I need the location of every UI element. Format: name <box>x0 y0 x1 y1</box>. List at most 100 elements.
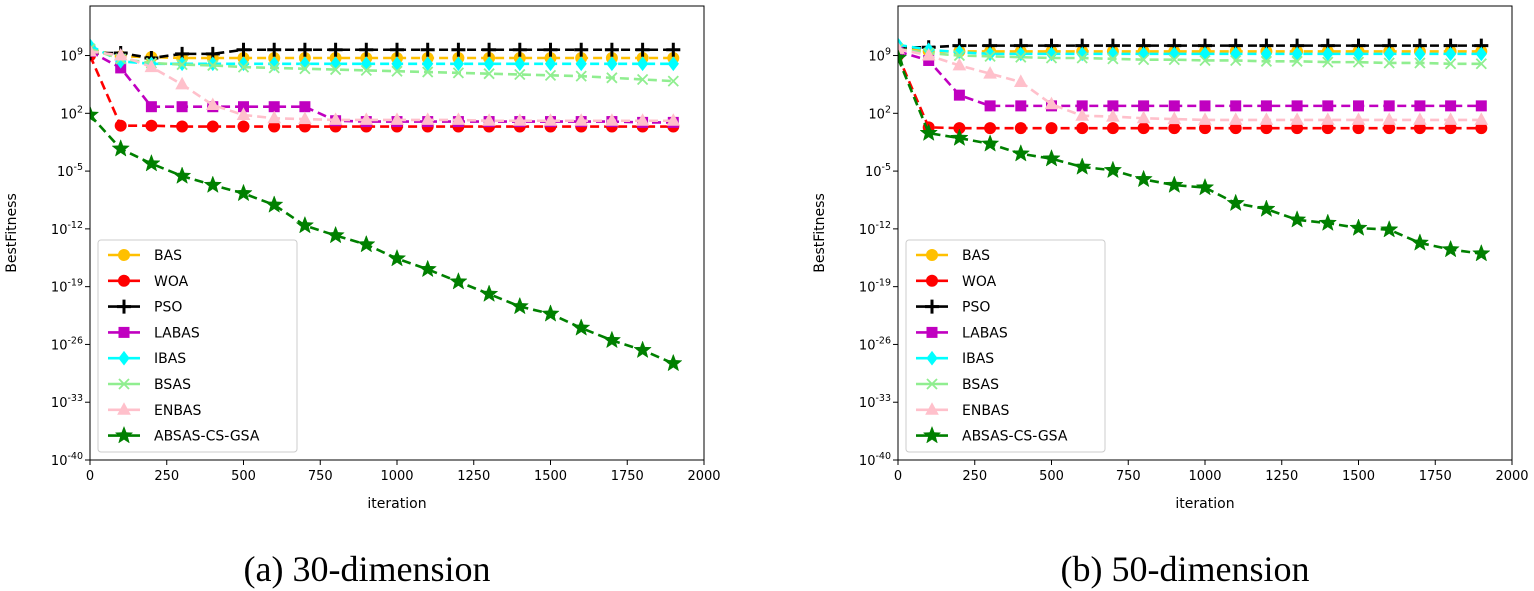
legend-label: ABSAS-CS-GSA <box>154 429 260 445</box>
data-point <box>1103 160 1123 179</box>
data-point <box>953 49 966 62</box>
y-axis-label: BestFitness <box>4 193 20 273</box>
data-point <box>953 89 965 101</box>
legend: BAS WOA PSO LABAS IBAS BSAS ENBAS ABSAS-CS-GSA <box>905 239 1106 453</box>
data-point <box>984 50 996 62</box>
data-point <box>1291 100 1303 112</box>
data-point <box>1134 169 1153 188</box>
y-tick-label: 10-26 <box>51 335 83 353</box>
data-point <box>1414 57 1426 69</box>
data-point <box>451 42 466 57</box>
data-point <box>1475 100 1487 112</box>
data-point <box>1137 54 1150 66</box>
data-point <box>422 66 434 78</box>
data-point <box>176 101 188 113</box>
data-point <box>1168 100 1180 112</box>
legend-label: WOA <box>962 274 997 290</box>
data-point <box>1165 175 1184 193</box>
legend-marker <box>925 402 939 415</box>
x-tick-label: 1750 <box>611 469 644 484</box>
data-point <box>667 56 679 72</box>
data-point <box>452 67 465 79</box>
legend-marker <box>926 326 938 338</box>
legend-label: LABAS <box>154 325 200 341</box>
x-tick-label: 2000 <box>1495 469 1528 484</box>
data-point <box>575 56 587 72</box>
x-tick-label: 2000 <box>687 469 720 484</box>
data-point <box>328 42 343 57</box>
data-point <box>1444 58 1457 70</box>
y-tick-label: 10-40 <box>859 451 891 469</box>
data-point <box>482 113 496 126</box>
data-point <box>1353 100 1364 112</box>
data-point <box>510 296 530 315</box>
data-point <box>1107 53 1119 65</box>
data-point <box>482 42 497 57</box>
data-point <box>326 225 345 244</box>
data-point <box>1167 111 1182 125</box>
data-point <box>479 284 499 302</box>
data-point <box>921 47 936 61</box>
data-point <box>1230 54 1242 67</box>
data-point <box>1349 218 1368 236</box>
data-point <box>575 70 587 82</box>
data-point <box>1015 51 1027 63</box>
data-point <box>1318 213 1338 231</box>
data-point <box>264 195 284 213</box>
data-point <box>1011 144 1031 162</box>
y-tick-label: 102 <box>60 104 83 122</box>
data-point <box>113 47 128 61</box>
legend-marker <box>118 378 130 390</box>
legend-label: IBAS <box>154 351 186 367</box>
data-point <box>1475 46 1487 62</box>
data-point <box>667 75 679 87</box>
data-point <box>574 113 589 126</box>
x-tick-label: 250 <box>962 469 987 484</box>
data-point <box>983 66 997 79</box>
y-tick-label: 10-33 <box>51 393 83 411</box>
data-point <box>574 42 589 57</box>
data-point <box>543 42 558 57</box>
legend-entry: ENBAS <box>916 402 1010 419</box>
legend-label: ABSAS-CS-GSA <box>962 429 1068 445</box>
data-point <box>451 112 466 125</box>
y-tick-label: 10-5 <box>57 162 83 180</box>
data-point <box>919 123 938 141</box>
data-point <box>268 62 280 74</box>
y-tick-label: 10-12 <box>859 220 891 238</box>
data-point <box>1414 46 1426 62</box>
data-point <box>571 318 591 336</box>
x-tick-label: 750 <box>1116 469 1141 484</box>
legend-entry: ENBAS <box>108 402 202 419</box>
legend-entry: IBAS <box>108 350 186 367</box>
y-axis-label: BestFitness <box>812 193 828 273</box>
data-point <box>1474 112 1489 125</box>
data-point <box>297 42 312 57</box>
y-tick-label: 10-40 <box>51 451 83 469</box>
chart-b: 0 250 500 750 1000 1250 1500 1750 2000 10-40 10-3… <box>812 5 1529 589</box>
data-point <box>1257 199 1276 217</box>
data-point <box>1014 122 1027 135</box>
data-point <box>666 113 681 126</box>
data-point <box>1013 74 1028 87</box>
x-tick-label: 1500 <box>534 469 567 484</box>
data-point <box>636 56 649 72</box>
data-point <box>483 56 495 72</box>
data-point <box>1199 100 1211 112</box>
y-tick-label: 10-5 <box>865 162 891 180</box>
data-point <box>898 41 905 54</box>
data-point <box>175 76 189 90</box>
legend-label: WOA <box>154 274 189 290</box>
figure-caption: (b) 50-dimension <box>1061 549 1310 589</box>
data-point <box>268 101 280 113</box>
x-tick-label: 750 <box>308 469 333 484</box>
legend-entry: BAS <box>108 248 182 264</box>
x-tick-label: 1250 <box>457 469 490 484</box>
data-point <box>604 42 619 57</box>
data-point <box>391 65 403 77</box>
legend-entry: WOA <box>916 274 997 290</box>
data-point <box>295 215 315 234</box>
data-point <box>1443 112 1458 125</box>
x-tick-label: 1500 <box>1342 469 1375 484</box>
legend-label: IBAS <box>962 351 994 367</box>
